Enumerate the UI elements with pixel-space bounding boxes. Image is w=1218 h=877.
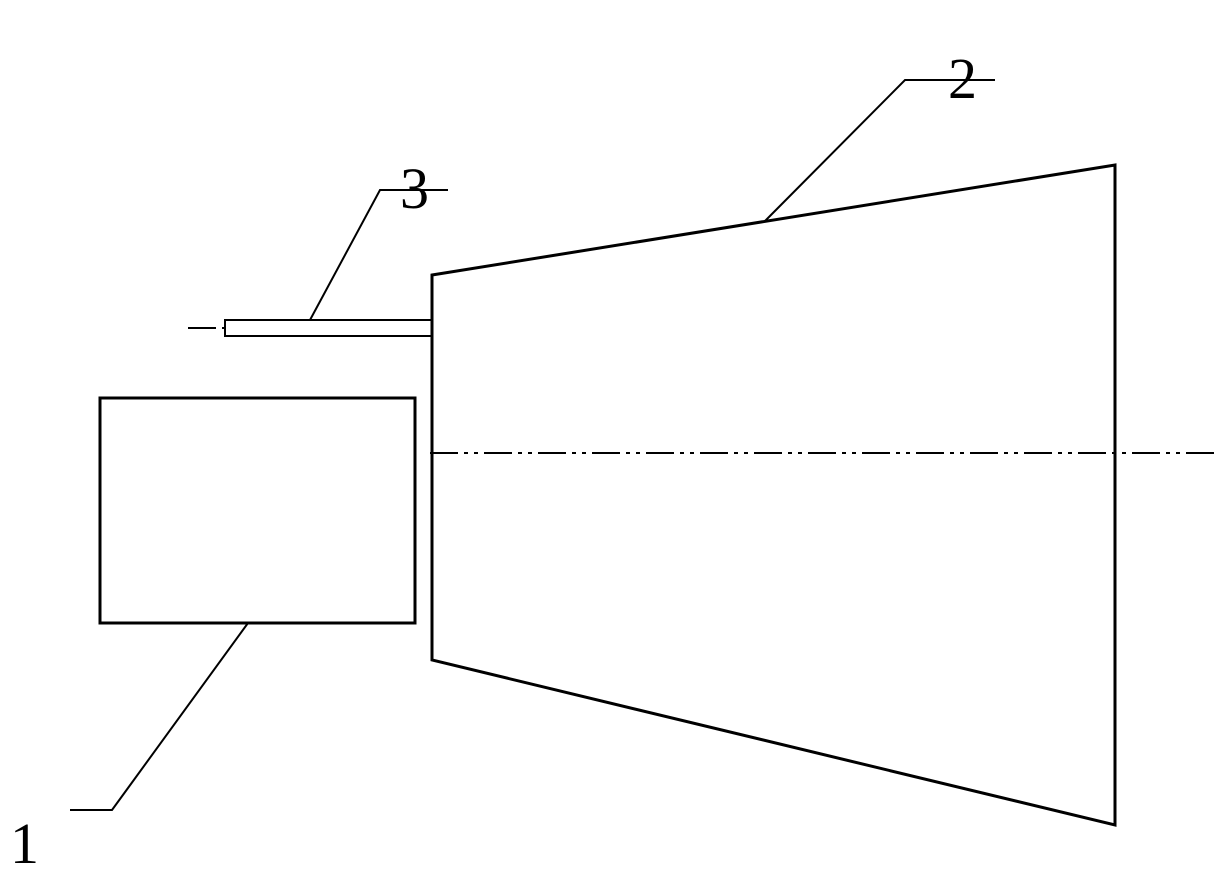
trapezoid-horn-2 (432, 165, 1115, 825)
callout-label-3: 3 (400, 155, 429, 222)
probe-bar-3 (225, 320, 432, 336)
callout-label-2: 2 (948, 45, 977, 112)
callout-label-1: 1 (10, 810, 39, 877)
leader-1 (70, 623, 248, 810)
diagram-svg (0, 0, 1218, 873)
diagram-stage: 1 2 3 (0, 0, 1218, 873)
rect-block-1 (100, 398, 415, 623)
